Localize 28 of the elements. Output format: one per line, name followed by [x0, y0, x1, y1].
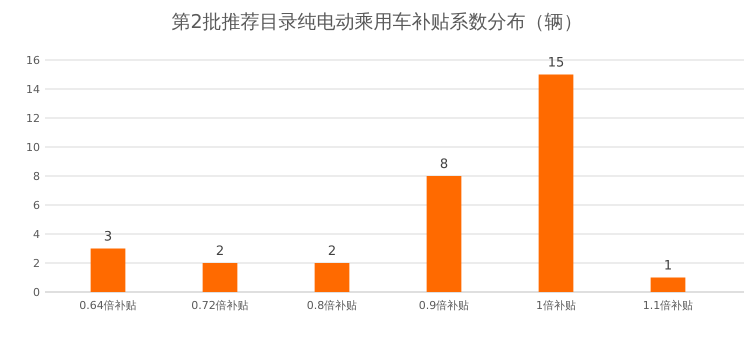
- bar: [314, 263, 350, 292]
- data-label: 8: [440, 157, 448, 172]
- y-tick-label: 6: [33, 198, 40, 212]
- data-label: 2: [216, 244, 224, 259]
- y-tick-label: 8: [33, 170, 40, 183]
- x-tick-label: 0.9倍补贴: [418, 299, 470, 312]
- x-tick-label: 0.72倍补贴: [191, 299, 249, 312]
- y-tick-label: 12: [26, 112, 40, 125]
- y-tick-label: 16: [26, 54, 40, 67]
- bar: [90, 248, 126, 292]
- x-tick-label: 1.1倍补贴: [642, 299, 694, 312]
- y-tick-label: 2: [33, 256, 40, 270]
- chart-title: 第2批推荐目录纯电动乘用车补贴系数分布（辆）: [171, 11, 583, 33]
- y-tick-label: 14: [26, 82, 40, 96]
- bar: [426, 176, 462, 292]
- data-label: 15: [548, 56, 564, 70]
- bar: [538, 74, 574, 292]
- y-tick-label: 0: [33, 286, 40, 299]
- data-label: 3: [104, 230, 112, 244]
- x-tick-label: 1倍补贴: [536, 299, 576, 312]
- x-tick-label: 0.8倍补贴: [306, 299, 358, 312]
- bar: [650, 278, 686, 292]
- y-tick-label: 10: [26, 140, 40, 154]
- y-tick-label: 4: [33, 228, 40, 241]
- data-label: 1: [664, 258, 672, 274]
- bar: [202, 263, 238, 292]
- x-tick-label: 0.64倍补贴: [79, 299, 137, 312]
- data-label: 2: [328, 244, 336, 259]
